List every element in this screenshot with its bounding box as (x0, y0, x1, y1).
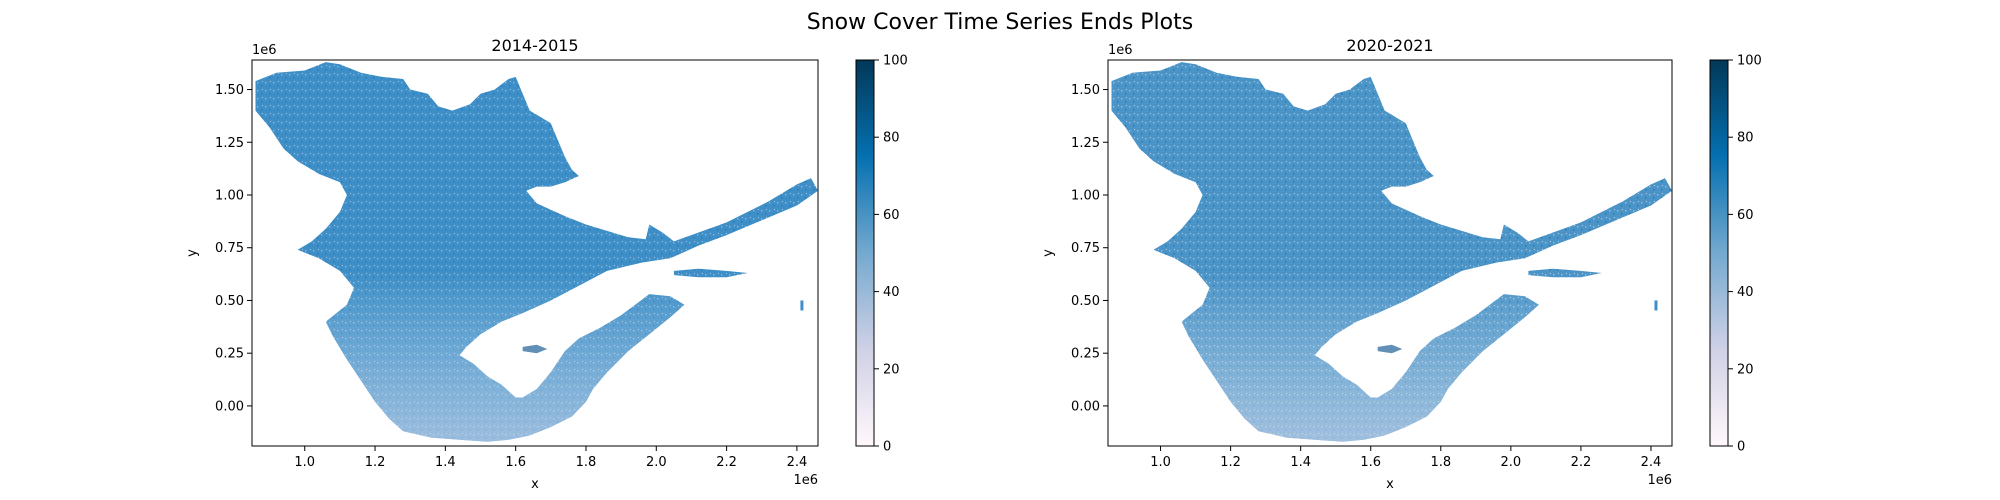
x-tick-label: 2.4 (1641, 455, 1662, 470)
y-tick-label: 0.75 (1071, 241, 1100, 256)
snow-cover-island (673, 268, 748, 278)
colorbar-tick-label: 40 (1737, 285, 1754, 300)
snow-cover-southern-gradient (255, 62, 818, 442)
colorbar-tick-label: 80 (1737, 131, 1754, 146)
x-tick-label: 1.8 (1430, 455, 1451, 470)
panels: 1.0 1.2 1.4 1.6 1.8 2.0 2.2 2.4 0.00 0.25 0.50 0.75… (185, 36, 1762, 492)
snow-cover-island (1528, 268, 1602, 278)
colorbar-tick-label: 60 (1737, 208, 1754, 223)
x-tick-label: 1.2 (365, 455, 386, 470)
axes-frame (1107, 59, 1673, 447)
x-axis-label: x (531, 477, 539, 492)
snow-cover-islet (800, 300, 804, 311)
map-layer (1111, 62, 1672, 442)
figure-suptitle: Snow Cover Time Series Ends Plots (807, 10, 1193, 35)
y-tick-label: 0.00 (1071, 399, 1100, 414)
colorbar (855, 59, 875, 447)
colorbar-tick-label: 40 (883, 285, 900, 300)
snow-cover-southern-gradient (1111, 62, 1672, 442)
y-tick-label: 1.00 (215, 188, 244, 203)
x-tick-label: 1.4 (435, 455, 456, 470)
y-tick-label: 0.25 (1071, 347, 1100, 362)
y-tick-label: 1.25 (215, 136, 244, 151)
y-tick-label: 0.50 (1071, 294, 1100, 309)
x-tick-label: 1.6 (505, 455, 526, 470)
y-tick-label: 0.50 (215, 294, 244, 309)
colorbar-tick-label: 20 (1737, 362, 1754, 377)
chart-title: 2020-2021 (1346, 36, 1433, 55)
x-offset-label: 1e6 (1647, 473, 1672, 488)
y-tick-label: 1.25 (1071, 136, 1100, 151)
x-tick-label: 1.0 (1150, 455, 1171, 470)
lake-feature (1377, 344, 1403, 354)
colorbar (1709, 59, 1729, 447)
colorbar-tick-label: 80 (883, 131, 900, 146)
x-tick-label: 1.0 (294, 455, 315, 470)
chart-panel-2: 1.0 1.2 1.4 1.6 1.8 2.0 2.2 2.4 0.00 0.25 0.50 0.75… (1041, 36, 1762, 492)
snow-cover-islet (1654, 300, 1658, 311)
colorbar-tick-label: 60 (883, 208, 900, 223)
x-tick-label: 2.4 (787, 455, 808, 470)
colorbar-tick-label: 20 (883, 362, 900, 377)
x-axis-label: x (1386, 477, 1394, 492)
x-tick-label: 1.6 (1360, 455, 1381, 470)
axes-frame (251, 59, 819, 447)
colorbar-tick-label: 100 (1737, 54, 1762, 69)
colorbar-tick-label: 0 (883, 440, 891, 455)
y-offset-label: 1e6 (1108, 43, 1133, 58)
colorbar-tick-label: 0 (1737, 440, 1745, 455)
y-tick-label: 0.00 (215, 399, 244, 414)
x-offset-label: 1e6 (793, 473, 818, 488)
lake-feature (522, 344, 548, 354)
y-tick-label: 1.50 (1071, 83, 1100, 98)
y-axis-label: y (1041, 249, 1056, 257)
x-tick-label: 2.0 (646, 455, 667, 470)
chart-title: 2014-2015 (491, 36, 578, 55)
map-layer (255, 62, 818, 442)
y-tick-label: 0.75 (215, 241, 244, 256)
x-tick-label: 2.2 (716, 455, 737, 470)
x-tick-label: 2.2 (1571, 455, 1592, 470)
x-tick-label: 1.2 (1220, 455, 1241, 470)
x-tick-label: 1.8 (576, 455, 597, 470)
x-tick-label: 2.0 (1501, 455, 1522, 470)
colorbar-tick-label: 100 (883, 54, 908, 69)
y-axis-label: y (185, 249, 200, 257)
y-tick-label: 1.50 (215, 83, 244, 98)
y-offset-label: 1e6 (252, 43, 277, 58)
y-tick-label: 0.25 (215, 347, 244, 362)
y-tick-label: 1.00 (1071, 188, 1100, 203)
chart-panel-1: 1.0 1.2 1.4 1.6 1.8 2.0 2.2 2.4 0.00 0.25 0.50 0.75… (185, 36, 908, 492)
x-tick-label: 1.4 (1290, 455, 1311, 470)
